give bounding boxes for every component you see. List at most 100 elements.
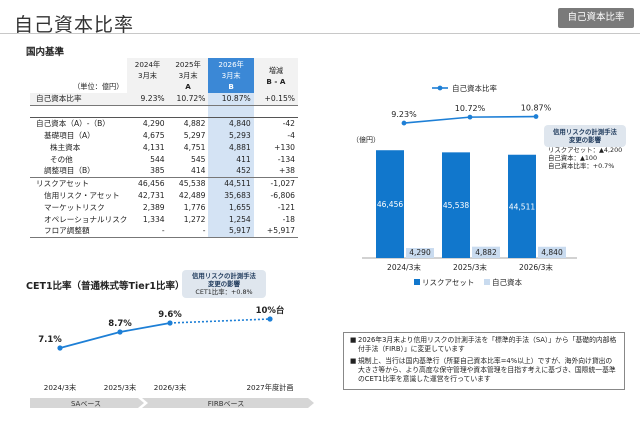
header-2025: 2025年 3月末 A [167, 58, 209, 93]
ratio-label: 9.23% [391, 110, 417, 119]
table-cell: 4,881 [208, 141, 254, 153]
table-cell: 1,776 [183, 202, 206, 212]
table-cell: 1,334 [142, 214, 165, 224]
row-label: リスクアセット [30, 176, 128, 189]
bar-label: 46,456 [377, 200, 403, 209]
legend-label: リスクアセット [422, 278, 474, 287]
table-cell: -42 [253, 116, 298, 129]
row-label: その他 [50, 154, 73, 164]
capital-table: （単位：億円） 2024年 3月末 2025年 3月末 A 2026年 3月末 B 増減 B… [30, 58, 298, 238]
table-cell: 452 [208, 165, 254, 178]
domestic-basis-title: 国内基準 [26, 47, 65, 58]
table-cell: 1,272 [183, 214, 206, 224]
note-item: ■ 規制上、当行は国内基準行（所要自己資本比率=4%以上）ですが、海外向け貸出の大… [350, 357, 616, 383]
header-diff: 増減 B - A [253, 58, 298, 93]
table-cell: -6,806 [270, 190, 295, 200]
table-cell: 2,389 [142, 202, 165, 212]
cet1-line-segment [119, 322, 171, 333]
row-label: フロア調整額 [30, 225, 128, 238]
bar-capital [472, 246, 500, 258]
table-cell: 45,538 [167, 176, 209, 189]
row-label: 自己資本（A）-（B） [30, 116, 128, 129]
table-row: その他 544 545 411 -134 [30, 153, 298, 165]
cet1-label: 9.6% [158, 310, 182, 320]
title-divider [0, 33, 640, 34]
bar-chart-annotation: 信用リスクの計測手法 変更の影響 [544, 125, 626, 147]
cet1-label: 7.1% [38, 335, 62, 345]
bar-capital [538, 246, 566, 258]
table-cell: 35,683 [208, 189, 254, 201]
legend-swatch-risk-asset [414, 279, 420, 285]
table-row: マーケットリスク 2,389 1,776 1,655 -121 [30, 201, 298, 213]
bar-risk-asset [442, 152, 470, 258]
table-cell: 1,254 [208, 213, 254, 225]
capital-bar-chart: （億円） 46,456 4,290 2024/3末 45,538 4,882 2025/3末… [352, 83, 577, 287]
table-row: 自己資本比率 9.23% 10.72% 10.87% +0.15% [30, 93, 298, 106]
legend-swatch-capital [484, 279, 490, 285]
cet1-line-chart: 7.1% 2024/3末 8.7% 2025/3末 9.6% 2026/3末 10%台 202… [30, 305, 314, 408]
row-label: 調整項目（B） [30, 165, 128, 178]
x-tick-label: 2025/3末 [453, 262, 487, 272]
table-cell: 4,675 [142, 130, 165, 140]
cet1-point [117, 329, 123, 335]
table-cell: 5,917 [208, 225, 254, 238]
band-label: SAベース [71, 400, 101, 408]
table-cell: 4,131 [142, 142, 165, 152]
cet1-line-segment [59, 331, 121, 349]
cet1-point [167, 320, 173, 326]
table-cell: 4,882 [167, 116, 209, 129]
table-cell: 4,751 [183, 142, 206, 152]
note-item: ■ 2026年3月末より信用リスクの計測手法を「標準的手法（SA）」から「基礎的内… [350, 336, 617, 353]
table-cell: 10.72% [167, 93, 209, 106]
bar-risk-asset [376, 150, 404, 258]
notes-box: ■ 2026年3月末より信用リスクの計測手法を「標準的手法（SA）」から「基礎的内… [343, 332, 625, 390]
cet1-label: 10%台 [256, 305, 285, 316]
table-cell: 544 [150, 154, 165, 164]
table-cell: -134 [277, 154, 295, 164]
header-2026: 2026年 3月末 B [208, 58, 254, 93]
bar-label: 45,538 [443, 201, 469, 210]
ratio-point [533, 114, 539, 119]
sa-base-band [30, 398, 144, 408]
table-cell: - [167, 225, 209, 238]
band-label: FIRBベース [208, 400, 244, 408]
cet1-point [57, 345, 63, 351]
table-row: リスクアセット 46,456 45,538 44,511 -1,027 [30, 176, 298, 189]
table-cell: 5,293 [208, 129, 254, 141]
section-badge: 自己資本比率 [558, 8, 634, 28]
cet1-label: 8.7% [108, 319, 132, 329]
x-tick-label: 2024/3末 [44, 383, 76, 392]
x-tick-label: 2025/3末 [104, 383, 136, 392]
row-label: 株主資本 [50, 142, 81, 152]
table-cell: -1,027 [253, 176, 298, 189]
unit-label: （億円） [352, 135, 380, 144]
ratio-label: 10.87% [521, 104, 552, 113]
table-cell: 9.23% [127, 93, 168, 106]
ratio-point [467, 114, 473, 120]
row-label: 基礎項目（A） [44, 130, 95, 140]
table-row: 株主資本 4,131 4,751 4,881 +130 [30, 141, 298, 153]
table-cell: 4,840 [208, 116, 254, 129]
bar-risk-asset [508, 154, 536, 258]
x-tick-label: 2026/3末 [519, 262, 553, 272]
bar-chart-annotation-detail: リスクアセット：▲4,200 自己資本：▲100 自己資本比率：+0.7% [548, 146, 623, 170]
unit-label: （単位：億円） [73, 82, 124, 91]
table-cell: 42,489 [178, 190, 206, 200]
firb-base-band [142, 398, 314, 408]
legend-line-marker [437, 85, 443, 91]
table-cell: +0.15% [253, 93, 298, 106]
table-row: 信用リスク・アセット 42,731 42,489 35,683 -6,806 [30, 189, 298, 201]
bar-label: 4,290 [409, 248, 431, 257]
table-row: オペレーショナルリスク 1,334 1,272 1,254 -18 [30, 213, 298, 225]
table-cell: 42,731 [138, 190, 165, 200]
table-row: 基礎項目（A） 4,675 5,297 5,293 -4 [30, 129, 298, 141]
x-tick-label: 2024/3末 [387, 262, 421, 272]
table-cell: 46,456 [127, 176, 168, 189]
table-cell: +130 [274, 142, 295, 152]
table-cell: 4,290 [127, 116, 168, 129]
table-cell: 411 [208, 153, 254, 165]
legend-line-label: 自己資本比率 [452, 83, 497, 93]
bar-label: 4,840 [541, 248, 563, 257]
table-cell: -18 [282, 214, 295, 224]
row-label: マーケットリスク [44, 202, 105, 212]
